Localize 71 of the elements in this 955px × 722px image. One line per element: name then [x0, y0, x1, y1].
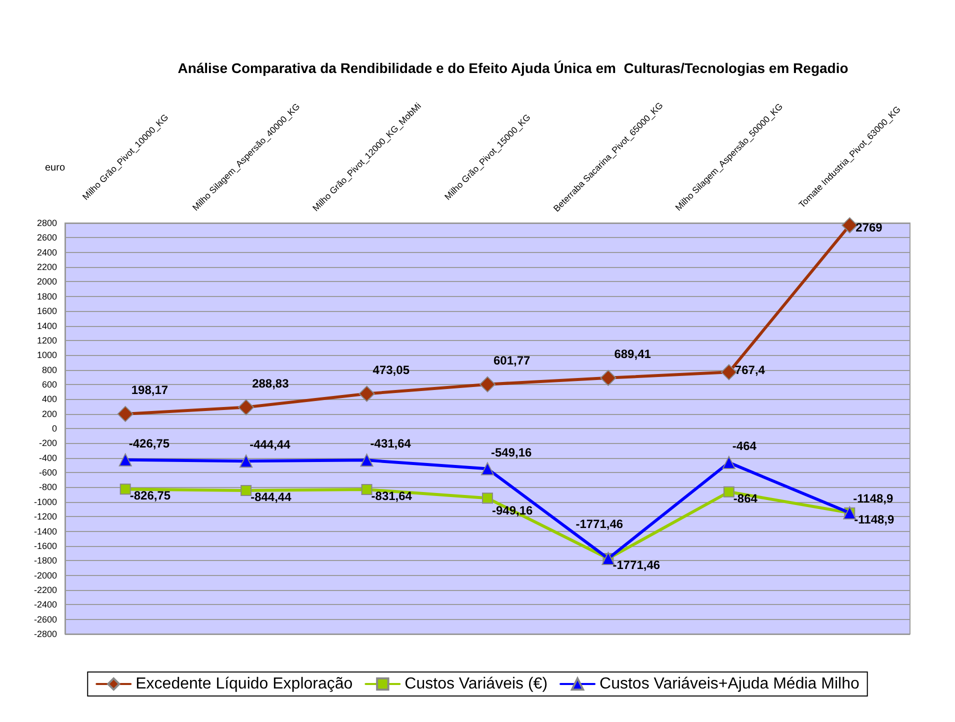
data-label: 2769 — [856, 220, 883, 234]
data-label: -431,64 — [370, 436, 412, 451]
legend-label: Custos Variáveis (€) — [404, 676, 548, 692]
y-tick-label: 0 — [52, 424, 57, 434]
data-label: 767,4 — [734, 363, 766, 378]
point — [720, 364, 737, 380]
data-label: -844,44 — [250, 490, 292, 504]
data-label: -1771,46 — [576, 517, 624, 532]
point — [481, 462, 494, 476]
point — [480, 376, 496, 392]
y-tick-label: -1600 — [34, 540, 57, 551]
y-tick-label: 800 — [42, 364, 57, 375]
y-tick-label: 2200 — [36, 262, 57, 272]
y-tick-label: -1200 — [34, 512, 57, 522]
legend-label: Custos Variáveis+Ajuda Média Milho — [600, 676, 860, 692]
y-tick-label: -2400 — [34, 600, 57, 610]
y-tick-label: -2200 — [34, 584, 57, 595]
point — [117, 406, 134, 422]
chart-title: Análise Comparativa da Rendibilidade e do Efeito Ajuda Única em Culturas/Tecnologias em Regadio — [178, 60, 848, 76]
y-tick-label: 2400 — [36, 247, 57, 258]
point — [240, 484, 252, 496]
point — [722, 456, 736, 470]
point — [358, 386, 375, 402]
data-label: 198,17 — [131, 382, 168, 397]
data-label: -444,44 — [250, 438, 291, 452]
point — [482, 492, 493, 504]
point — [238, 399, 254, 416]
y-tick-label: -1400 — [34, 526, 57, 536]
y-axis-title: euro — [44, 162, 66, 174]
y-tick-label: -1000 — [34, 496, 57, 507]
y-tick-label: -200 — [38, 438, 57, 448]
point — [120, 484, 131, 495]
point — [360, 454, 374, 467]
data-label: -864 — [733, 491, 758, 506]
data-label: -464 — [732, 439, 757, 454]
point — [361, 484, 372, 496]
point — [723, 486, 734, 498]
point — [240, 454, 253, 468]
data-label: 288,83 — [252, 376, 290, 390]
legend-label: Excedente Líquido Exploração — [136, 676, 353, 692]
y-tick-label: 200 — [42, 408, 57, 419]
data-label: -1771,46 — [612, 558, 660, 572]
y-tick-label: 1600 — [36, 306, 57, 316]
y-tick-label: -2800 — [34, 629, 57, 639]
point — [600, 370, 616, 386]
data-label: 601,77 — [494, 353, 531, 368]
data-label: -1148,9 — [853, 491, 894, 506]
y-tick-label: -1800 — [34, 556, 57, 566]
y-tick-label: -600 — [38, 468, 57, 478]
data-label: -831,64 — [371, 489, 412, 504]
data-label: -1148,9 — [854, 512, 895, 526]
y-tick-label: -2000 — [34, 570, 57, 580]
y-tick-label: -400 — [38, 452, 57, 463]
data-label: -426,75 — [128, 436, 170, 450]
y-tick-label: 2000 — [36, 276, 57, 287]
y-tick-label: 600 — [42, 379, 57, 390]
point — [842, 217, 858, 234]
y-tick-label: 1200 — [36, 335, 57, 346]
y-tick-label: 2600 — [36, 232, 57, 243]
data-label: 473,05 — [372, 362, 410, 377]
point — [118, 453, 132, 466]
y-tick-label: -800 — [38, 482, 57, 492]
y-tick-label: 1800 — [36, 291, 57, 302]
data-label: -826,75 — [130, 488, 171, 503]
y-tick-label: -2600 — [34, 614, 57, 624]
y-tick-label: 1400 — [36, 320, 57, 331]
data-label: -549,16 — [491, 445, 532, 460]
y-tick-label: 2800 — [36, 218, 57, 228]
y-tick-label: 1000 — [36, 350, 57, 360]
y-tick-label: 400 — [42, 394, 57, 404]
data-label: 689,41 — [614, 346, 652, 361]
